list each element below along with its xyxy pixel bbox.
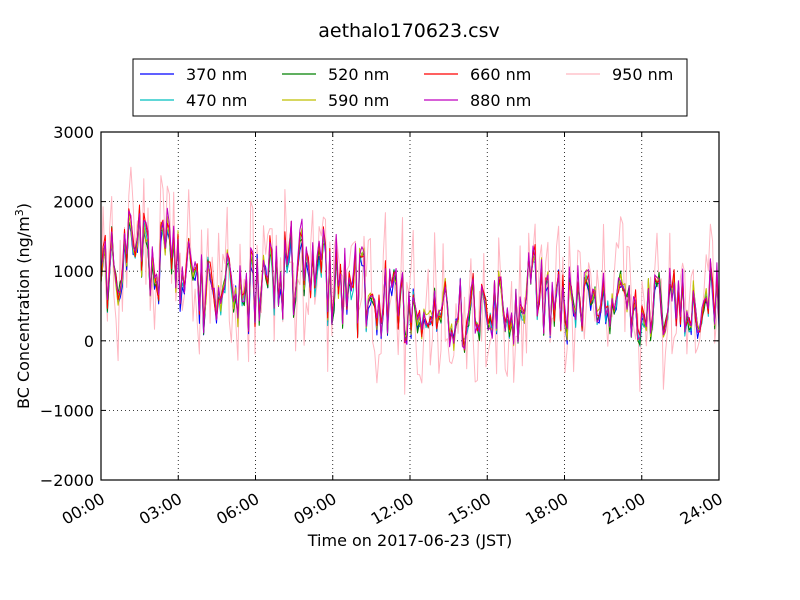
gridlines — [101, 132, 719, 480]
series-line-880-nm — [100, 207, 720, 350]
x-tick-label: 21:00 — [599, 489, 648, 529]
series-lines — [100, 166, 720, 395]
chart-title: aethalo170623.csv — [318, 20, 500, 42]
legend-items: 370 nm 470 nm 520 nm 590 nm 660 nm 880 nm 950 … — [140, 65, 673, 110]
y-tick-label: 1000 — [53, 262, 94, 281]
legend: 370 nm 470 nm 520 nm 590 nm 660 nm 880 nm 950 … — [132, 58, 688, 117]
y-tick-label: 2000 — [53, 193, 94, 212]
y-tick-label: −1000 — [40, 401, 94, 420]
x-axis-title: Time on 2017-06-23 (JST) — [307, 531, 512, 550]
legend-item: 590 nm — [282, 91, 389, 110]
y-axis-title-tail: ) — [14, 203, 33, 209]
y-axis-title-superscript: 3 — [13, 209, 26, 216]
legend-item: 470 nm — [140, 91, 247, 110]
legend-label: 520 nm — [328, 65, 389, 84]
tick-marks — [100, 131, 720, 481]
y-tick-label: 0 — [84, 332, 94, 351]
y-axis-ticks: 3000 2000 1000 0 −1000 −2000 — [40, 123, 94, 490]
x-tick-label: 00:00 — [59, 489, 108, 529]
series-line-950-nm — [100, 166, 720, 395]
x-tick-label: 09:00 — [290, 489, 339, 529]
legend-item: 880 nm — [424, 91, 531, 110]
legend-item: 370 nm — [140, 65, 247, 84]
x-tick-label: 12:00 — [368, 489, 417, 529]
x-tick-label: 06:00 — [213, 489, 262, 529]
y-axis-title: BC Concentration (ng/m3) — [13, 203, 33, 409]
x-tick-label: 24:00 — [677, 489, 726, 529]
y-axis-title-main: BC Concentration (ng/m — [14, 216, 33, 409]
legend-label: 470 nm — [186, 91, 247, 110]
plot-area — [100, 131, 720, 481]
legend-label: 950 nm — [612, 65, 673, 84]
x-axis-ticks: 00:00 03:00 06:00 09:00 12:00 15:00 18:00 21:00… — [59, 489, 726, 529]
x-tick-label: 15:00 — [445, 489, 494, 529]
legend-item: 660 nm — [424, 65, 531, 84]
legend-label: 660 nm — [470, 65, 531, 84]
legend-label: 590 nm — [328, 91, 389, 110]
legend-box — [132, 58, 688, 117]
x-tick-label: 18:00 — [522, 489, 571, 529]
legend-item: 950 nm — [566, 65, 673, 84]
y-tick-label: 3000 — [53, 123, 94, 142]
legend-label: 370 nm — [186, 65, 247, 84]
legend-item: 520 nm — [282, 65, 389, 84]
x-tick-label: 03:00 — [136, 489, 185, 529]
y-tick-label: −2000 — [40, 471, 94, 490]
legend-label: 880 nm — [470, 91, 531, 110]
